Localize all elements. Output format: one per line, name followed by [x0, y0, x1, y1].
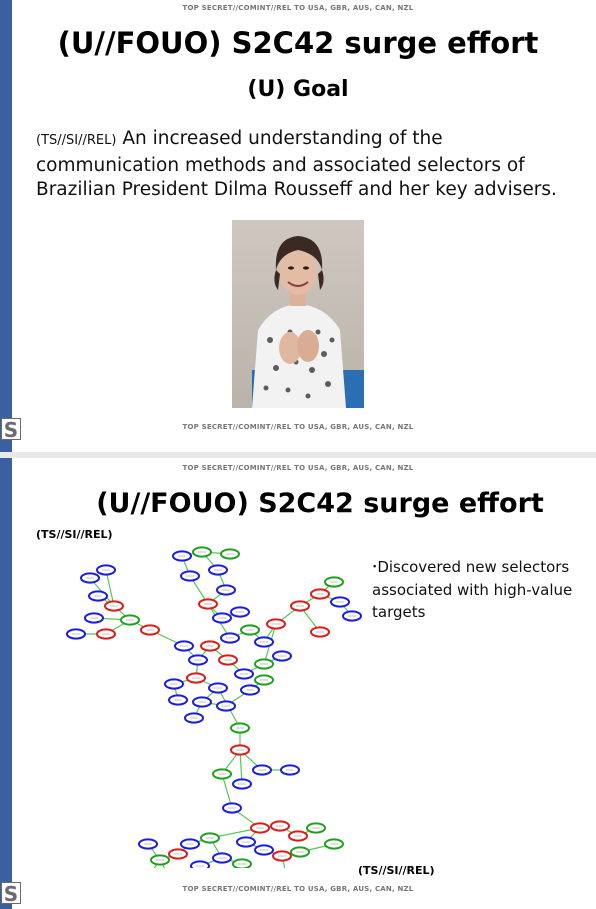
- graph-edge: [105, 569, 115, 607]
- graph-edges: [76, 551, 353, 868]
- classification-banner-top: TOP SECRET//COMINT//REL TO USA, GBR, AUS…: [182, 464, 414, 472]
- classification-tag-top: (TS//SI//REL): [36, 528, 113, 541]
- slide-subtitle: (U) Goal: [247, 77, 349, 102]
- selector-network-graph: [66, 546, 362, 868]
- graph-edge: [221, 773, 233, 809]
- bullet-marker: •: [372, 562, 378, 573]
- bullet-item: •Discovered new selectors associated wit…: [372, 556, 592, 623]
- classification-banner-bottom: TOP SECRET//COMINT//REL TO USA, GBR, AUS…: [182, 423, 414, 431]
- slide-title: (U//FOUO) S2C42 surge effort: [57, 26, 539, 60]
- slide-sidebar: [0, 0, 12, 452]
- goal-text: An increased understanding of the commun…: [36, 128, 557, 200]
- agency-logo: S: [1, 882, 21, 906]
- classification-tag-bottom: (TS//SI//REL): [358, 864, 435, 877]
- slide-divider: [0, 452, 596, 458]
- logo-letter: S: [3, 418, 19, 442]
- portrait-photo: [232, 220, 364, 408]
- logo-letter: S: [3, 882, 19, 906]
- agency-logo: S: [1, 418, 21, 442]
- graph-nodes: [66, 546, 362, 868]
- slide-title: (U//FOUO) S2C42 surge effort: [96, 488, 544, 519]
- classification-banner-top: TOP SECRET//COMINT//REL TO USA, GBR, AUS…: [182, 4, 414, 12]
- slide-goal: TOP SECRET//COMINT//REL TO USA, GBR, AUS…: [0, 0, 596, 452]
- bullet-text: Discovered new selectors associated with…: [372, 558, 573, 621]
- slide-network: TOP SECRET//COMINT//REL TO USA, GBR, AUS…: [0, 458, 596, 909]
- goal-classification-tag: (TS//SI//REL): [36, 133, 117, 148]
- graph-edge: [239, 749, 243, 785]
- slide-sidebar: [0, 458, 12, 909]
- classification-banner-bottom: TOP SECRET//COMINT//REL TO USA, GBR, AUS…: [182, 885, 414, 893]
- goal-paragraph: (TS//SI//REL) An increased understanding…: [36, 127, 576, 203]
- graph-node: [190, 860, 210, 868]
